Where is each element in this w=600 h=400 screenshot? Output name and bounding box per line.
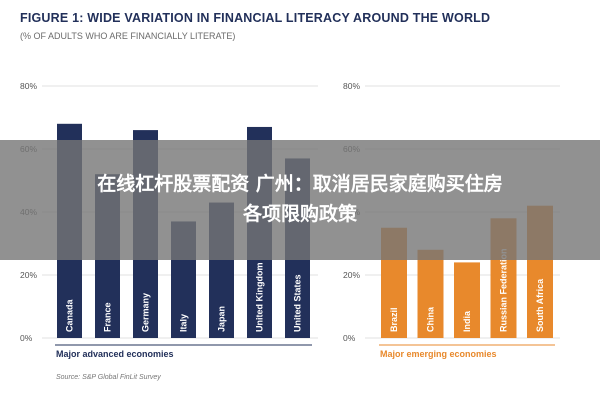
bar-category-label: Japan (217, 306, 227, 332)
bar-category-label: Canada (65, 298, 75, 332)
bar-category-label: India (462, 310, 472, 332)
bar-category-label: China (426, 306, 436, 332)
bar-category-label: Brazil (389, 307, 399, 332)
chart-subtitle: (% OF ADULTS WHO ARE FINANCIALLY LITERAT… (20, 31, 236, 41)
bar-category-label: France (103, 302, 113, 332)
group-label: Major advanced economies (56, 349, 174, 359)
bar-category-label: Germany (141, 293, 151, 332)
group-label: Major emerging economies (380, 349, 497, 359)
bar-category-label: Italy (179, 314, 189, 332)
bar (417, 249, 444, 338)
caption-line-2: 各项限购政策 (242, 203, 357, 225)
bar-category-label: Russian Federation (499, 248, 509, 332)
caption-overlay (0, 140, 600, 260)
caption-line-1: 在线杠杆股票配资 广州：取消居民家庭购买住房 (97, 173, 503, 195)
y-tick-label: 0% (20, 333, 33, 343)
y-tick-label: 80% (343, 81, 360, 91)
chart-title: FIGURE 1: WIDE VARIATION IN FINANCIAL LI… (20, 11, 491, 25)
y-tick-label: 0% (343, 333, 356, 343)
y-tick-label: 80% (20, 81, 37, 91)
source-note: Source: S&P Global FinLit Survey (56, 374, 161, 381)
caption-overlay-text: 在线杠杆股票配资 广州：取消居民家庭购买住房 各项限购政策 (0, 169, 600, 229)
y-tick-label: 20% (20, 270, 37, 280)
bar (454, 262, 480, 338)
bar-category-label: United States (293, 274, 303, 332)
bar-category-label: South Africa (535, 278, 545, 332)
bar-category-label: United Kingdom (255, 263, 265, 333)
y-tick-label: 20% (343, 270, 360, 280)
